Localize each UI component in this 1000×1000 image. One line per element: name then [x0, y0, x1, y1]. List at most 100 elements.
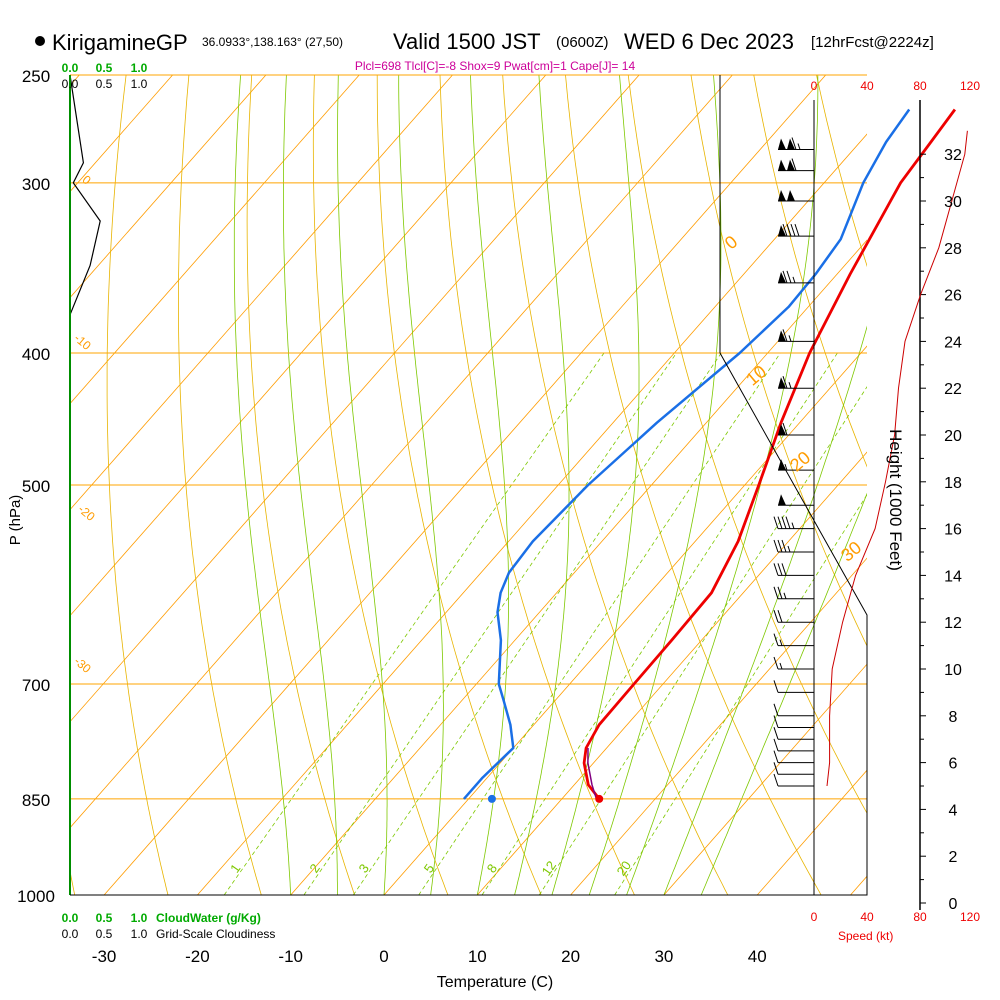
moist-adiabat-line [700, 492, 867, 895]
cloudiness-profile-line [69, 74, 101, 316]
wind-barb-full [786, 223, 792, 237]
wind-barb-half [791, 522, 795, 529]
wind-barb [778, 376, 814, 389]
height-tick-label: 28 [944, 241, 962, 258]
mixing-ratio-line [538, 386, 867, 895]
utc-time: (0600Z) [556, 34, 609, 51]
wind-barb [778, 459, 814, 471]
height-tick-label: 6 [949, 756, 958, 773]
wind-barb-flag [787, 190, 795, 201]
mixing-ratio-line [303, 352, 677, 895]
wind-barb-full [791, 158, 797, 171]
speed-plot-layer [826, 130, 968, 787]
moist-adiabat-line [398, 75, 444, 895]
cloudwater-tick-top: 1.0 [131, 61, 148, 75]
speed-tick-label-bottom: 80 [913, 910, 927, 924]
height-tick-label: 2 [949, 849, 958, 866]
station-name: KirigamineGP [52, 30, 188, 55]
height-tick-label: 0 [949, 896, 958, 913]
mixing-ratio-label: 12 [539, 858, 560, 878]
height-tick-label: 24 [944, 334, 962, 351]
wind-barb-full [777, 539, 783, 553]
speed-tick-label-bottom: 40 [860, 910, 874, 924]
temperature-tick-label: -20 [185, 947, 210, 966]
station-coords: 36.0933°,138.163° (27,50) [202, 35, 343, 49]
dry-adiabat-line [439, 75, 635, 895]
wind-barb-full [773, 738, 779, 752]
parcel-profile-line [587, 747, 598, 800]
surface-dewpoint-dot [487, 794, 496, 803]
moist-adiabat-line [283, 75, 338, 895]
wind-barb-half [792, 276, 796, 284]
dry-adiabat-line [690, 75, 867, 647]
wind-barb-flag [778, 159, 786, 171]
dry-adiabat-line [565, 75, 822, 895]
mixing-ratio-label: 2 [306, 861, 322, 876]
wind-barb-full [773, 715, 779, 728]
isotherm-line [70, 75, 267, 299]
dry-adiabat-label: 20 [786, 447, 814, 475]
height-tick-label: 30 [944, 194, 962, 211]
wind-barb-full [773, 516, 779, 529]
background-clip-group [70, 75, 867, 895]
temperature-tick-label: 0 [379, 947, 388, 966]
height-tick-label: 18 [944, 475, 962, 492]
height-tick-label: 20 [944, 428, 962, 445]
height-tick-label: 8 [949, 709, 958, 726]
wind-barb [778, 422, 814, 436]
mixing-ratio-line [418, 352, 781, 895]
cloudwater-tick-bottom: 0.0 [62, 911, 79, 925]
mixing-ratio-label: 1 [227, 861, 243, 876]
wind-barb-flag [778, 494, 786, 506]
chart-frame [69, 75, 926, 910]
speed-axis-label: Speed (kt) [838, 929, 893, 943]
wind-barb-flag [778, 225, 786, 237]
forecast-info: [12hrFcst@2224z] [811, 34, 934, 51]
wind-barb [773, 516, 814, 530]
pressure-tick-label: 300 [22, 175, 50, 194]
wind-barb [778, 158, 814, 172]
dry-adiabat-label: -10 [71, 331, 94, 353]
speed-tick-label-top: 120 [960, 79, 980, 93]
wind-barb-full [777, 516, 783, 529]
wind-barb [773, 773, 814, 787]
wind-barb-flag [787, 159, 795, 171]
wind-barb-flag [778, 377, 786, 389]
wind-barb-full [773, 586, 779, 599]
wind-barb [773, 656, 814, 670]
dewpoint-profile-line [462, 108, 911, 800]
wind-barb-flag [778, 459, 786, 471]
cloudiness-tick-bottom: 0.5 [96, 927, 113, 941]
moist-adiabat-line [470, 75, 509, 895]
wind-barb-full [794, 223, 800, 237]
isotherm-line [850, 875, 867, 895]
wind-barb-half [788, 382, 792, 389]
wind-barb-full [777, 563, 783, 576]
wind-barb [778, 494, 814, 506]
cloudwater-tick-top: 0.5 [96, 61, 113, 75]
wind-barb-half [779, 639, 783, 646]
moist-adiabat-line [663, 325, 867, 895]
cloudwater-tick-top: 0.0 [62, 61, 79, 75]
wind-barb [773, 563, 814, 576]
height-tick-label: 26 [944, 288, 962, 305]
height-tick-label: 16 [944, 522, 962, 539]
wind-barb-full [773, 773, 779, 787]
height-axis-label: Height (1000 Feet) [886, 429, 905, 571]
profile-layer [69, 74, 957, 803]
wind-barb [773, 586, 814, 600]
height-tick-label: 10 [944, 662, 962, 679]
isotherm-line [70, 75, 360, 405]
plot-border [70, 75, 868, 896]
temperature-profile-line [582, 108, 957, 800]
wind-barb-full [782, 270, 788, 284]
wind-barb-full [782, 422, 788, 436]
cloudiness-tick-bottom: 0.0 [62, 927, 79, 941]
wind-barb-full [773, 750, 779, 763]
valid-date: WED 6 Dec 2023 [624, 29, 794, 54]
temperature-tick-label: 30 [654, 947, 673, 966]
mixing-ratio-line [481, 352, 838, 895]
surface-temperature-dot [595, 794, 604, 803]
wind-barb-flag [787, 138, 795, 150]
wind-barb [778, 270, 814, 284]
